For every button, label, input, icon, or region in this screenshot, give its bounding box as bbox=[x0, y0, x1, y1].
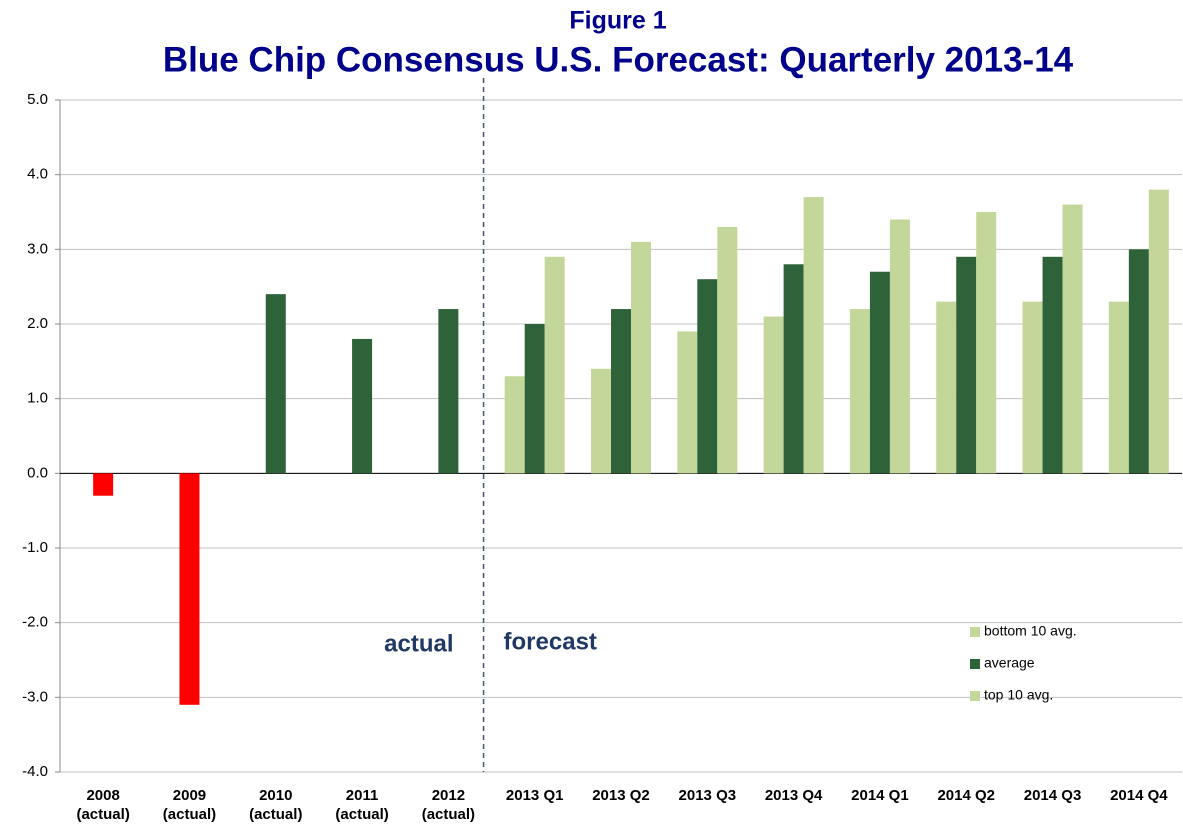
bar bbox=[352, 338, 373, 474]
bar bbox=[956, 256, 977, 474]
x-tick-label: (actual) bbox=[249, 806, 302, 823]
y-tick-label: -4.0 bbox=[22, 763, 48, 780]
bar bbox=[438, 309, 459, 474]
y-tick-label: 1.0 bbox=[27, 390, 48, 407]
legend-label: top 10 avg. bbox=[984, 687, 1053, 703]
x-tick-label: 2011 bbox=[346, 787, 379, 804]
x-tick-label: 2009 bbox=[173, 787, 206, 804]
bar bbox=[803, 197, 824, 474]
x-tick-label: 2014 Q4 bbox=[1110, 787, 1168, 804]
bar bbox=[976, 212, 997, 474]
bar bbox=[1062, 204, 1083, 474]
x-tick-label: 2013 Q4 bbox=[765, 787, 823, 804]
legend-swatch bbox=[970, 627, 980, 637]
bar bbox=[631, 241, 651, 474]
x-tick-label: 2008 bbox=[86, 787, 119, 804]
bar bbox=[179, 473, 200, 705]
bar bbox=[763, 316, 784, 474]
x-tick-label: 2014 Q2 bbox=[937, 787, 995, 804]
x-tick-label: (actual) bbox=[335, 806, 388, 823]
y-tick-label: 5.0 bbox=[27, 91, 48, 108]
bar bbox=[1022, 301, 1043, 474]
bar bbox=[93, 473, 114, 496]
bar bbox=[849, 309, 870, 474]
bar bbox=[697, 279, 718, 474]
y-tick-label: 0.0 bbox=[27, 464, 48, 481]
y-tick-label: -2.0 bbox=[22, 614, 48, 631]
legend-label: average bbox=[984, 655, 1035, 671]
y-tick-label: 4.0 bbox=[27, 166, 48, 183]
x-tick-label: 2010 bbox=[259, 787, 292, 804]
bar bbox=[1042, 256, 1063, 474]
x-tick-label: 2014 Q3 bbox=[1024, 787, 1082, 804]
bar bbox=[677, 331, 698, 474]
bar bbox=[889, 219, 910, 474]
y-tick-label: 2.0 bbox=[27, 315, 48, 332]
legend-swatch bbox=[970, 691, 980, 701]
bar bbox=[1148, 189, 1169, 474]
chart-subtitle: Figure 1 bbox=[569, 7, 666, 35]
bar bbox=[265, 294, 286, 474]
x-tick-label: (actual) bbox=[76, 806, 129, 823]
x-tick-label: 2012 bbox=[432, 787, 465, 804]
bar bbox=[1128, 249, 1149, 474]
bar bbox=[936, 301, 957, 474]
legend-label: bottom 10 avg. bbox=[984, 623, 1077, 639]
x-tick-label: (actual) bbox=[422, 806, 475, 823]
x-tick-label: (actual) bbox=[163, 806, 216, 823]
bar bbox=[504, 376, 525, 474]
legend-swatch bbox=[970, 659, 980, 669]
x-tick-label: 2013 Q3 bbox=[679, 787, 737, 804]
bar bbox=[869, 271, 890, 474]
annotation: forecast bbox=[504, 628, 597, 655]
annotation: actual bbox=[384, 630, 453, 657]
chart-title: Blue Chip Consensus U.S. Forecast: Quart… bbox=[163, 40, 1074, 79]
bar bbox=[783, 264, 804, 474]
bar bbox=[717, 226, 738, 474]
y-tick-label: -1.0 bbox=[22, 539, 48, 556]
y-tick-label: 3.0 bbox=[27, 240, 48, 257]
bar bbox=[544, 256, 565, 474]
bar bbox=[524, 324, 545, 474]
x-tick-label: 2013 Q2 bbox=[592, 787, 650, 804]
x-tick-label: 2014 Q1 bbox=[851, 787, 909, 804]
bar bbox=[591, 368, 611, 474]
y-tick-label: -3.0 bbox=[22, 688, 48, 705]
x-tick-label: 2013 Q1 bbox=[506, 787, 564, 804]
bar bbox=[611, 309, 631, 474]
bar bbox=[1108, 301, 1129, 474]
